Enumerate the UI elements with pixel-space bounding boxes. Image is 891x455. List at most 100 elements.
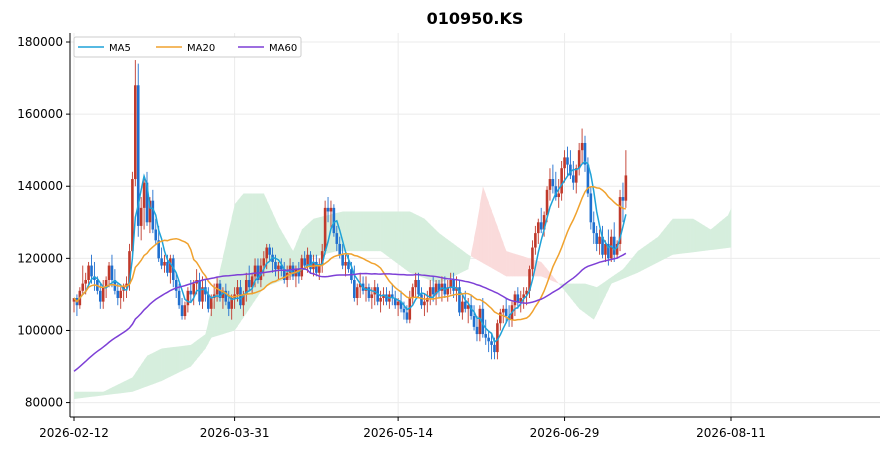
candle-body [402,308,406,313]
cloud-segment [494,218,498,272]
candle-body [268,247,271,255]
cloud-segment [652,238,656,266]
candle-body [379,298,382,302]
cloud-segment [88,391,92,398]
cloud-segment [678,218,682,255]
cloud-segment [672,218,676,255]
cloud-segment [640,247,644,272]
cloud-segment [74,391,78,399]
cloud-segment [719,219,723,249]
ma-line-ma20 [73,186,627,321]
cloud-segment [608,277,612,290]
cloud-segment [585,283,589,316]
cloud-segment [593,286,597,320]
cloud-segment [552,276,557,283]
candle-body [335,233,339,244]
cloud-segment [164,347,168,380]
candle-body [572,175,575,183]
candle-body [157,240,160,259]
candle-body [592,222,596,234]
cloud-segment [304,224,308,262]
y-tick-label: 100000 [17,323,63,337]
candle-body [531,247,534,270]
cloud-segment [401,211,405,269]
cloud-segment [541,261,545,278]
cloud-segment [474,222,478,260]
cloud-segment [582,283,586,314]
candle-body [209,298,213,309]
candle-body [230,298,233,309]
cloud-segment [310,218,314,258]
candle-body [487,337,490,342]
candle-body [186,290,190,306]
candle-body [548,179,552,190]
candle-body [306,254,309,266]
candle-body [183,305,187,317]
cloud-segment [456,246,460,275]
cloud-segment [301,226,305,266]
legend-label-ma60: MA60 [269,43,297,54]
y-tick-label: 120000 [17,251,63,265]
candle-body [309,254,312,270]
candle-body [192,283,196,295]
cloud-segment [649,240,653,267]
cloud-segment [103,390,107,396]
cloud-segment [109,387,113,395]
candle-body [414,279,417,288]
cloud-segment [427,221,431,281]
cloud-segment [170,347,174,377]
cloud-segment [173,346,177,376]
cloud-segment [138,364,142,390]
cloud-segment [538,261,542,277]
cloud-segment [313,217,317,257]
candle-body [405,312,409,320]
chart-title: 010950.KS [427,9,524,28]
cloud-segment [462,250,466,273]
cloud-segment [383,211,387,256]
cloud-segment [658,233,662,263]
candle-body [320,251,324,266]
cloud-segment [152,351,157,385]
candle-body [151,200,155,230]
candle-body [274,261,277,270]
candle-body [496,323,499,353]
cloud-segment [555,279,560,284]
cloud-segment [421,217,425,279]
candle-body [81,283,85,291]
candle-body [367,287,371,299]
y-tick-label: 160000 [17,107,63,121]
candle-body [475,326,479,335]
cloud-segment [424,218,428,280]
cloud-segment [520,255,524,277]
cloud-segment [614,273,618,283]
cloud-segment [622,265,627,279]
candle-body [280,265,283,270]
cloud-segment [295,236,300,273]
candle-body [84,279,87,284]
candle-body [370,294,374,299]
cloud-segment [450,241,454,278]
cloud-segment [106,388,110,396]
candle-body [519,298,523,302]
cloud-segment [222,243,227,335]
legend-items: MA5 MA20 MA60 [78,43,297,54]
candle-body [390,294,394,299]
cloud-segment [111,385,116,395]
cloud-segment [503,243,507,277]
candle-body [180,305,184,317]
candle-body [396,301,400,306]
candle-body [577,150,581,169]
candle-body [282,269,286,280]
candle-body [87,265,90,280]
cloud-segment [155,349,159,384]
cloud-segment [386,211,390,258]
cloud-segment [398,211,402,267]
candle-body [250,276,254,288]
candle-body [338,243,342,255]
candle-body [344,261,347,266]
cloud-segment [76,391,81,399]
cloud-segment [316,217,320,257]
cloud-segment [117,383,122,394]
candle-body [347,261,350,270]
